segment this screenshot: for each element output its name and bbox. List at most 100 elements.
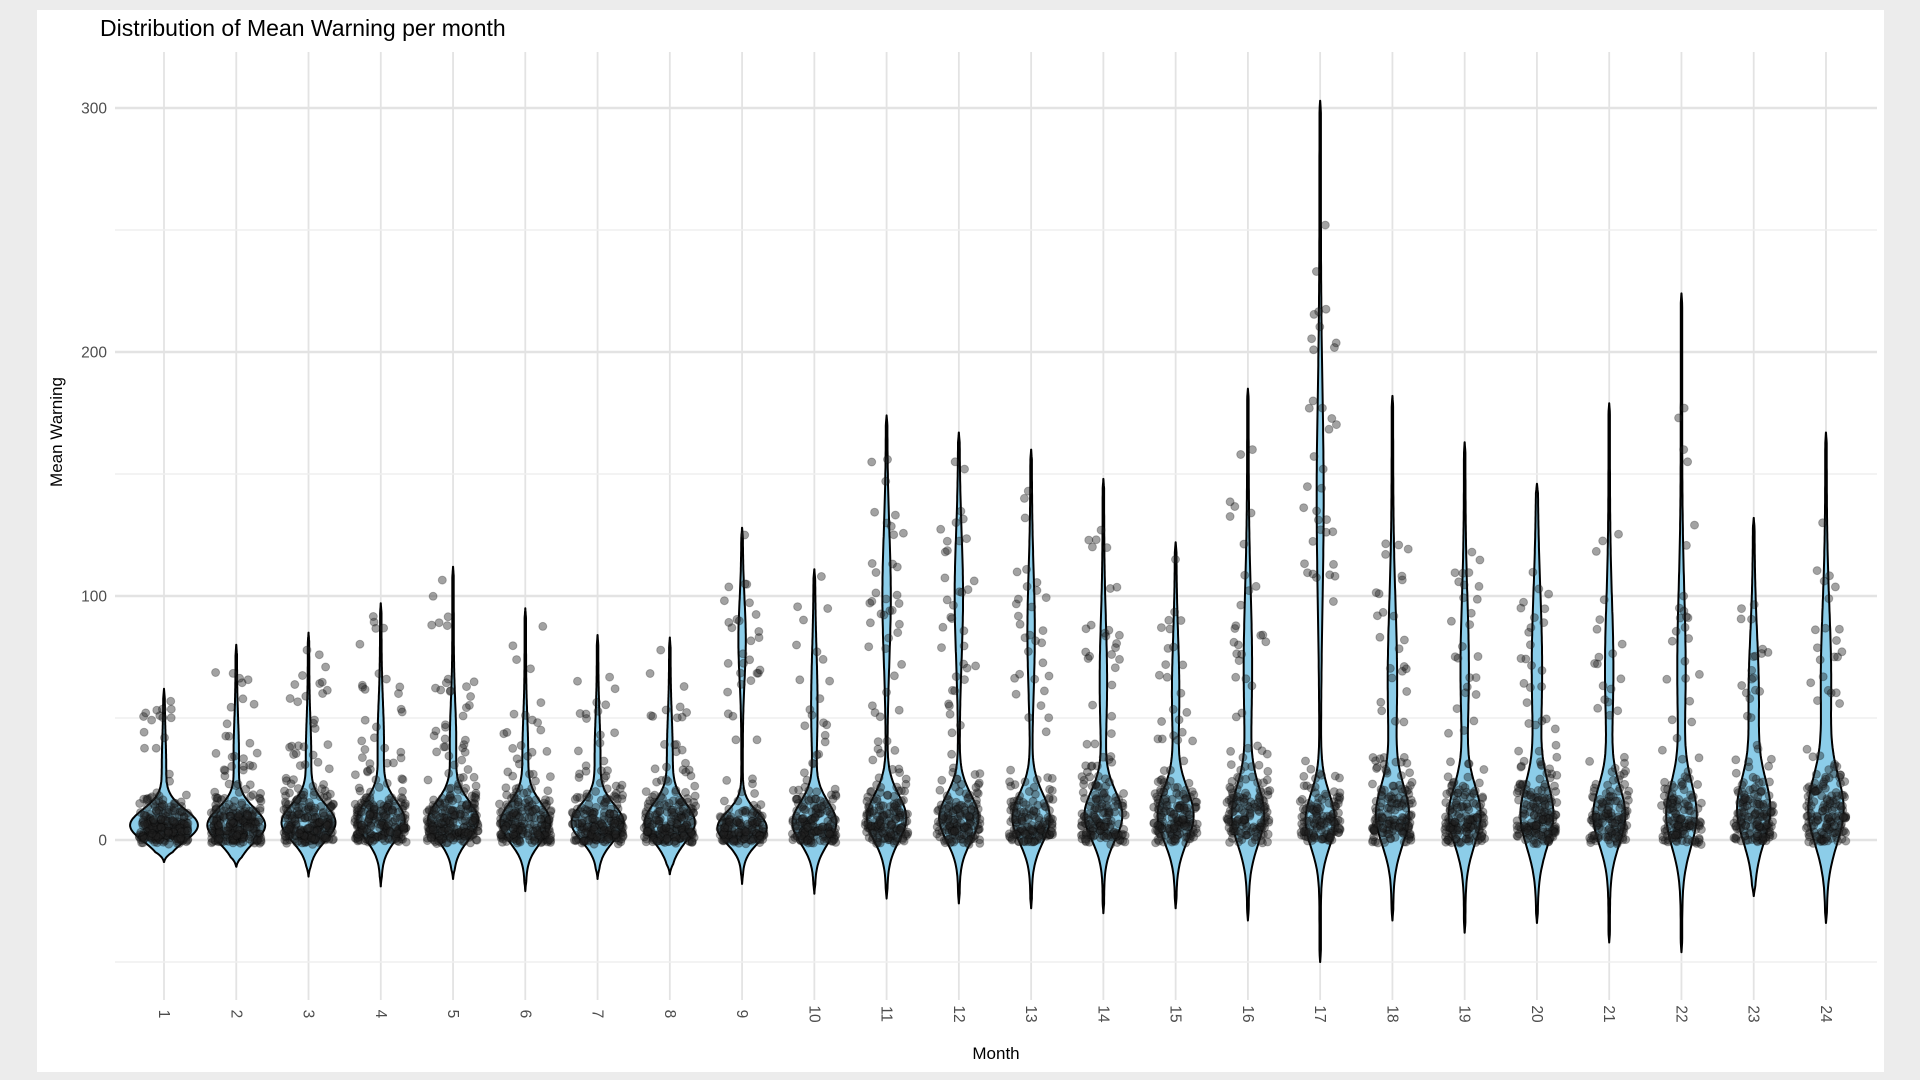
jitter-point [147, 828, 157, 838]
jitter-point [308, 750, 318, 760]
jitter-point [1329, 343, 1339, 352]
jitter-point [1229, 637, 1239, 647]
jitter-point [147, 822, 156, 832]
jitter-point [545, 772, 555, 782]
violin-month-11 [865, 414, 908, 900]
jitter-point [138, 815, 148, 825]
jitter-point [162, 822, 172, 832]
jitter-point [157, 704, 167, 714]
jitter-point [211, 668, 221, 677]
jitter-point [379, 623, 389, 633]
jitter-point [237, 798, 247, 808]
jitter-point [1192, 819, 1202, 829]
jitter-point [233, 819, 243, 829]
jitter-point [145, 810, 155, 819]
jitter-point [179, 812, 189, 822]
jitter-point [1764, 791, 1774, 801]
jitter-point [1237, 708, 1247, 718]
jitter-point [1441, 798, 1451, 807]
jitter-point [1044, 671, 1054, 681]
jitter-point [1250, 827, 1260, 837]
violin-month-16 [1230, 387, 1266, 922]
jitter-point [437, 575, 447, 585]
jitter-point [1375, 808, 1384, 818]
jitter-point [1008, 814, 1018, 824]
jitter-point [139, 831, 149, 841]
jitter-point [958, 514, 968, 524]
jitter-point [162, 831, 172, 841]
jitter-point [1616, 674, 1626, 684]
jitter-point [321, 662, 331, 672]
jitter-point [864, 800, 874, 810]
jitter-point [1736, 614, 1746, 624]
jitter-point [656, 645, 666, 655]
jitter-point [1677, 754, 1687, 764]
jitter-point [245, 806, 254, 816]
jitter-point [397, 774, 407, 784]
jitter-point [1534, 746, 1544, 756]
jitter-point [211, 825, 220, 835]
jitter-point [671, 787, 681, 797]
jitter-point [151, 832, 161, 842]
jitter-point [159, 835, 169, 845]
jitter-point [1013, 611, 1023, 621]
jitter-point [1259, 805, 1269, 815]
jitter-point [177, 836, 187, 846]
jitter-point [1619, 827, 1628, 837]
jitter-point [181, 790, 191, 800]
jitter-point [666, 817, 676, 827]
jitter-point [1326, 833, 1335, 843]
jitter-point [232, 834, 242, 844]
jitter-point [151, 796, 161, 806]
jitter-point [426, 832, 436, 842]
jitter-point [136, 808, 145, 817]
jitter-point [588, 813, 598, 823]
jitter-point [164, 769, 174, 779]
points-month-2 [206, 668, 266, 848]
violin-month-19 [1447, 441, 1482, 934]
jitter-point [219, 826, 229, 836]
jitter-point [1818, 672, 1828, 682]
jitter-point [151, 834, 160, 844]
jitter-point [1263, 766, 1273, 776]
jitter-point [601, 797, 610, 807]
jitter-point [365, 765, 375, 774]
jitter-point [1114, 819, 1124, 829]
jitter-point [1090, 830, 1100, 840]
jitter-point [1238, 753, 1248, 762]
jitter-point [1037, 638, 1047, 648]
jitter-point [950, 686, 960, 696]
jitter-point [181, 831, 191, 841]
jitter-point [154, 791, 164, 801]
jitter-point [1388, 781, 1398, 791]
jitter-point [1328, 809, 1338, 819]
jitter-point [1382, 819, 1392, 829]
jitter-point [371, 623, 381, 633]
jitter-point [1397, 828, 1407, 838]
jitter-point [1470, 786, 1480, 796]
jitter-point [1550, 724, 1560, 734]
jitter-point [1663, 784, 1673, 794]
jitter-point [138, 821, 148, 830]
jitter-point [1029, 806, 1039, 815]
jitter-point [444, 784, 454, 794]
jitter-point [221, 731, 231, 741]
jitter-point [244, 834, 254, 844]
jitter-point [147, 792, 157, 802]
jitter-point [167, 829, 176, 839]
jitter-point [1406, 811, 1416, 821]
jitter-point [139, 712, 149, 721]
jitter-point [1394, 540, 1404, 550]
violin-month-21 [1592, 402, 1627, 944]
jitter-point [213, 828, 223, 838]
jitter-point [255, 794, 265, 804]
jitter-point [1818, 518, 1828, 528]
jitter-point [1369, 824, 1379, 834]
jitter-point [1397, 801, 1407, 811]
jitter-point [1531, 821, 1541, 830]
jitter-point [286, 779, 296, 789]
jitter-point [305, 823, 314, 833]
jitter-point [371, 722, 381, 732]
jitter-point [1322, 515, 1332, 525]
